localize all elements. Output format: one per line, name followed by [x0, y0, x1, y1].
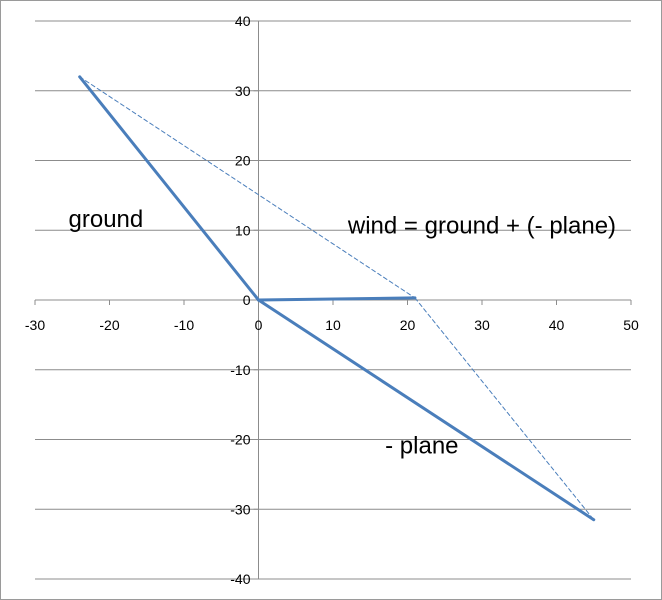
y-tick-label: -40 [230, 571, 250, 587]
annotation-label: - plane [385, 432, 458, 459]
annotation-label: ground [69, 206, 144, 233]
x-tick-label: 40 [549, 317, 565, 333]
y-tick-label: -10 [230, 362, 250, 378]
y-tick-label: 0 [243, 292, 251, 308]
x-tick-label: 50 [623, 317, 639, 333]
x-tick-label: 20 [400, 317, 416, 333]
y-tick-labels: -40 -30 -20 -10 0 10 20 30 40 [230, 13, 250, 587]
y-tick-label: 10 [235, 222, 251, 238]
y-tick-label: 40 [235, 13, 251, 29]
x-tick-label: -20 [99, 317, 119, 333]
solid-vector-line [257, 298, 596, 522]
y-tick-label: -20 [230, 432, 250, 448]
x-tick-label: 30 [474, 317, 490, 333]
dashed-vector-line [414, 297, 595, 521]
y-tick-label: 30 [235, 83, 251, 99]
y-tick-label: 20 [235, 153, 251, 169]
x-tick-labels: -30 -20 -10 0 10 20 30 40 50 [25, 317, 639, 333]
y-tick-label: -30 [230, 501, 250, 517]
solid-vector-line [78, 75, 260, 302]
annotation-label: wind = ground + (- plane) [347, 213, 616, 240]
x-tick-label: -10 [174, 317, 194, 333]
solid-vector-line [257, 296, 417, 302]
x-tick-label: 0 [255, 317, 263, 333]
x-tick-label: -30 [25, 317, 45, 333]
vector-lines [78, 75, 596, 522]
x-tick-label: 10 [325, 317, 341, 333]
dashed-vector-line [79, 76, 416, 299]
annotations: ground wind = ground + (- plane) - plane [69, 206, 617, 460]
